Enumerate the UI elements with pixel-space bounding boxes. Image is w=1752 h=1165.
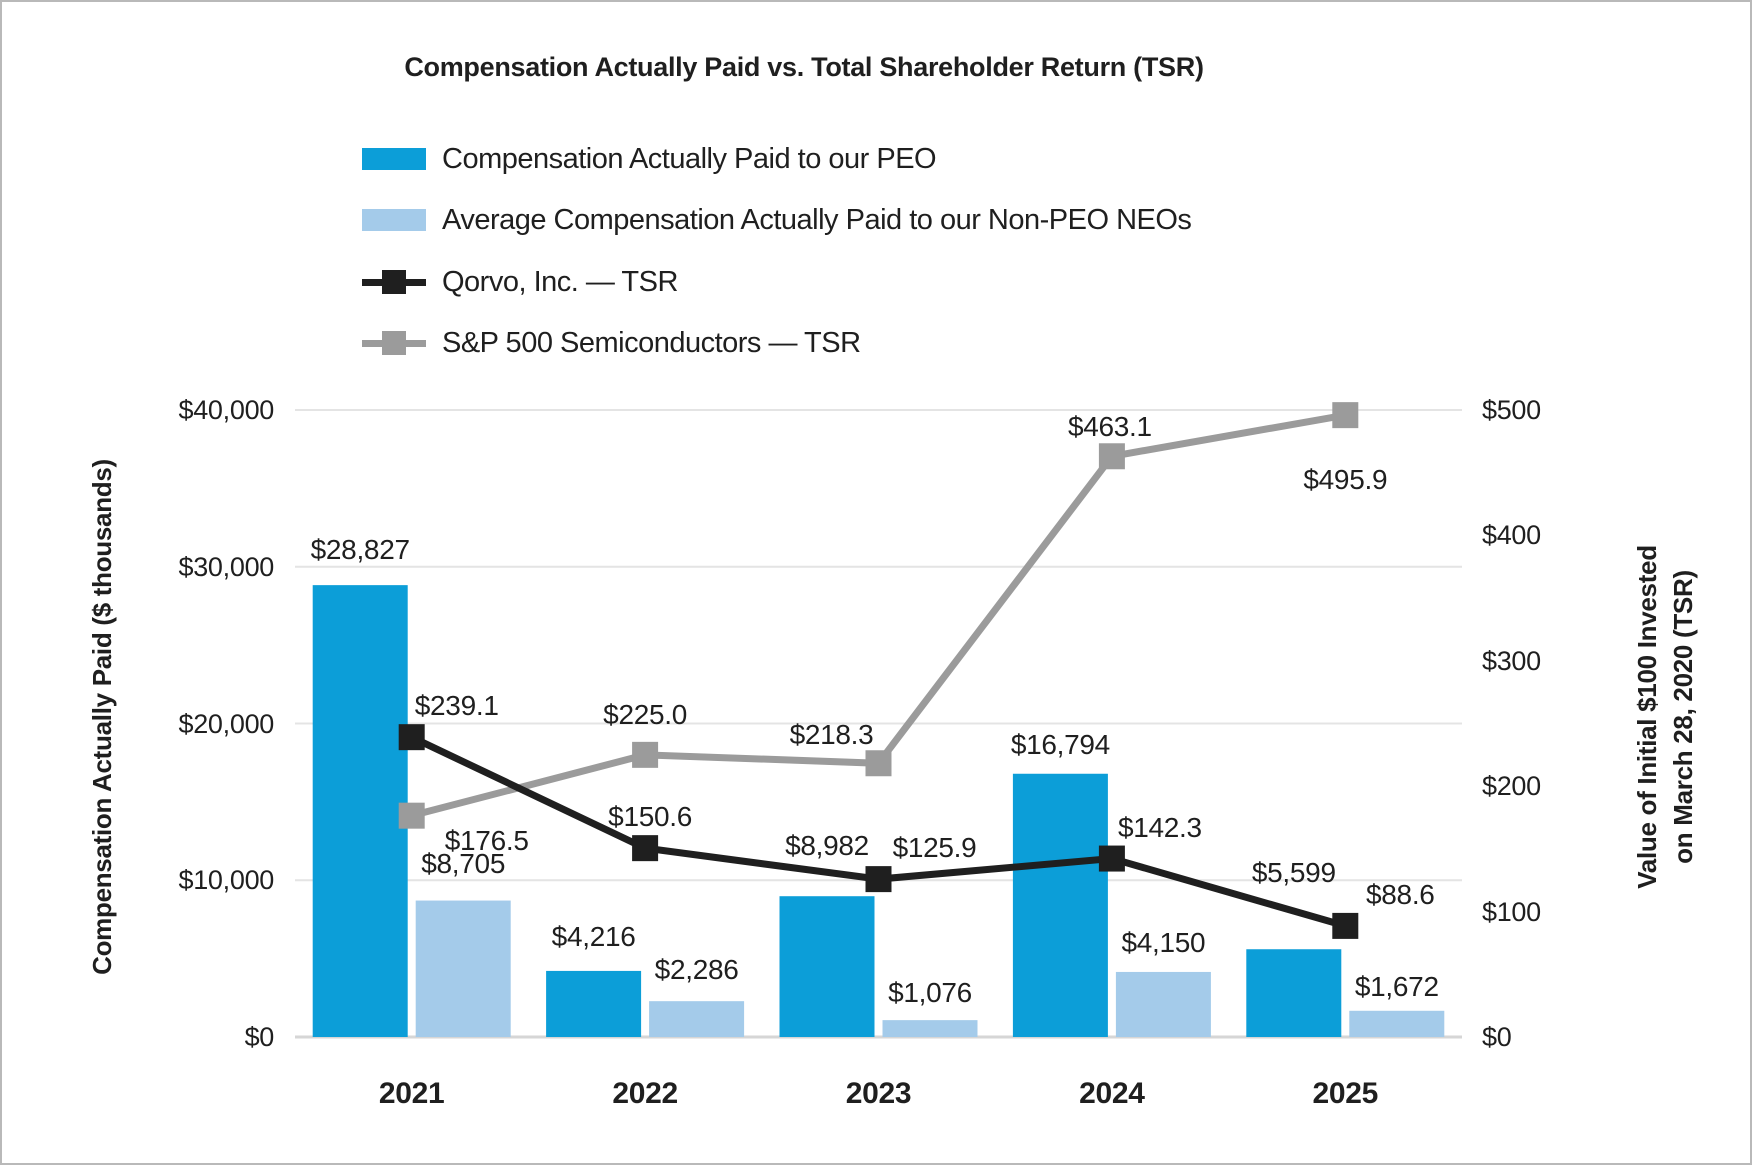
legend-bar-swatch-icon [362,148,426,170]
qorvo-tsr-value-label: $142.3 [1117,811,1202,843]
left-axis-tick-label: $10,000 [178,865,275,896]
nonpeo-bar-value-label: $4,150 [1121,926,1206,958]
legend-label: S&P 500 Semiconductors — TSR [442,326,861,359]
right-axis-tick-label: $500 [1482,395,1541,425]
x-axis-category-label: 2021 [378,1077,445,1110]
legend-bar-swatch-icon [362,209,426,231]
x-axis-category-label: 2023 [845,1077,912,1110]
legend-label: Qorvo, Inc. — TSR [442,265,678,298]
peo-bar-value-label: $4,216 [551,920,636,952]
sp500-tsr-marker [865,750,892,777]
sp500-tsr-value-label: $176.5 [444,824,529,856]
peo-bar-value-label: $28,827 [310,534,410,566]
x-axis-category-label: 2025 [1312,1077,1379,1110]
sp500-tsr-value-label: $218.3 [789,719,874,751]
chart-title: Compensation Actually Paid vs. Total Sha… [404,52,1204,82]
sp500-tsr-value-label: $463.1 [1067,411,1152,443]
qorvo-tsr-value-label: $88.6 [1366,878,1435,910]
peo-bar [312,585,408,1037]
qorvo-tsr-value-label: $150.6 [608,801,693,833]
nonpeo-bar-value-label: $1,672 [1354,970,1439,1002]
sp500-tsr-marker [1332,402,1359,429]
left-axis-tick-label: $30,000 [178,551,275,582]
qorvo-tsr-marker [632,835,659,862]
left-axis-tick-label: $20,000 [178,708,275,739]
qorvo-tsr-value-label: $239.1 [414,690,499,722]
legend-item-nonpeo: Average Compensation Actually Paid to ou… [362,203,1192,236]
legend-line-swatch-icon [362,269,426,295]
nonpeo-bar [882,1020,978,1037]
legend-label: Average Compensation Actually Paid to ou… [442,203,1192,236]
left-axis-tick-label: $0 [244,1022,275,1052]
nonpeo-bar [415,900,511,1037]
right-axis-title: Value of Initial $100 Invested on March … [1629,407,1701,1027]
x-axis-category-label: 2022 [612,1077,678,1110]
right-axis-title-line2: on March 28, 2020 (TSR) [1668,570,1698,864]
right-axis-tick-label: $100 [1482,896,1541,927]
peo-bar [1012,773,1108,1037]
sp500-tsr-marker [1098,443,1125,470]
legend-item-sp500-tsr: S&P 500 Semiconductors — TSR [362,326,861,359]
peo-bar [1246,949,1342,1037]
right-axis-tick-label: $0 [1482,1022,1512,1052]
peo-bar-value-label: $8,982 [785,830,869,862]
nonpeo-bar [649,1001,745,1037]
sp500-tsr-value-label: $495.9 [1303,464,1388,496]
legend-line-swatch-icon [362,330,426,356]
left-axis-tick-label: $40,000 [178,395,275,425]
qorvo-tsr-marker [398,724,425,751]
legend-label: Compensation Actually Paid to our PEO [442,142,937,175]
sp500-tsr-marker [398,802,425,829]
sp500-tsr-value-label: $225.0 [603,698,688,730]
qorvo-tsr-marker [865,866,892,893]
nonpeo-bar-value-label: $8,705 [421,847,506,879]
peo-bar-value-label: $5,599 [1251,857,1336,889]
nonpeo-bar-value-label: $1,076 [888,977,972,1009]
right-axis-tick-label: $200 [1482,771,1541,802]
right-axis-title-line1: Value of Initial $100 Invested [1632,545,1662,889]
qorvo-tsr-marker [1332,912,1359,939]
right-axis-tick-label: $300 [1482,645,1541,676]
nonpeo-bar [1349,1010,1445,1037]
legend-item-qorvo-tsr: Qorvo, Inc. — TSR [362,265,678,298]
peo-bar [546,970,642,1037]
right-axis-tick-label: $400 [1482,520,1541,551]
left-axis-title: Compensation Actually Paid ($ thousands) [87,459,117,975]
nonpeo-bar-value-label: $2,286 [654,954,739,986]
legend-square-marker-icon [382,270,406,294]
legend-square-marker-icon [382,331,406,355]
peo-bar-value-label: $16,794 [1010,728,1110,760]
legend-item-peo: Compensation Actually Paid to our PEO [362,142,937,175]
peo-bar [779,896,875,1037]
nonpeo-bar [1115,971,1211,1037]
qorvo-tsr-marker [1098,845,1125,872]
x-axis-category-label: 2024 [1079,1077,1145,1110]
sp500-tsr-marker [632,741,659,768]
qorvo-tsr-value-label: $125.9 [892,832,977,864]
